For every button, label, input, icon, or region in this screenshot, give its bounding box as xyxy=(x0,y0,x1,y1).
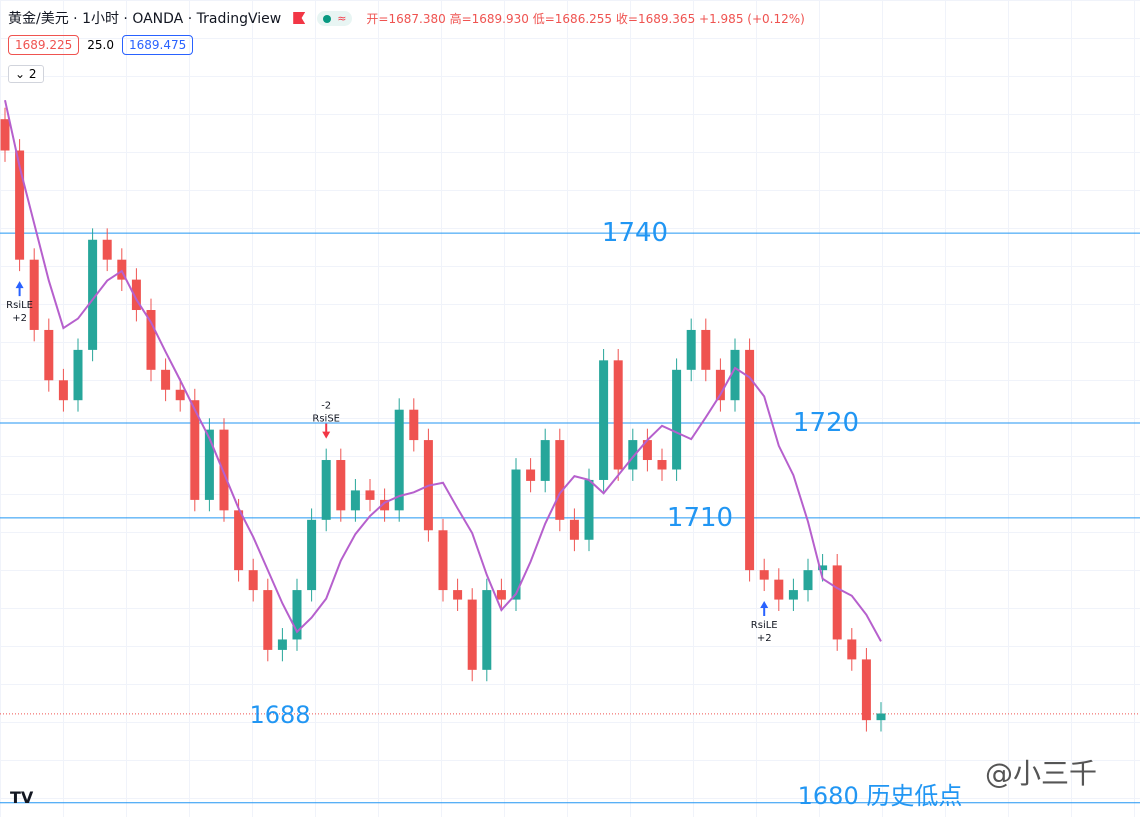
candle-body xyxy=(526,469,536,481)
open: 开=1687.380 xyxy=(366,11,446,26)
level-label: 1710 xyxy=(667,503,733,533)
candle-body xyxy=(117,259,127,280)
ohlc: 开=1687.380 高=1689.930 低=1686.255 收=1689.… xyxy=(366,10,804,27)
candle-body xyxy=(745,349,755,571)
close: 收=1689.365 xyxy=(615,11,696,26)
candle-body xyxy=(876,713,886,721)
candle-body xyxy=(540,440,550,481)
candle-body xyxy=(336,460,346,511)
candle-body xyxy=(29,259,39,330)
candle-body xyxy=(131,279,141,311)
candle-body xyxy=(292,590,302,640)
level-label: 1720 xyxy=(793,408,859,438)
level-label: 1740 xyxy=(602,218,668,248)
watermark: @小三千 xyxy=(985,757,1098,790)
candle-body xyxy=(453,590,463,600)
candle-body xyxy=(58,380,68,401)
candle-body xyxy=(832,565,842,640)
signal-arrow xyxy=(322,423,331,439)
symbol-title: 黄金/美元 · 1小时 · OANDA · TradingView xyxy=(8,11,282,27)
candle-body xyxy=(44,329,54,381)
candle-body xyxy=(219,429,229,511)
low: 低=1686.255 xyxy=(532,11,613,26)
candle-body xyxy=(161,369,171,390)
candle-body xyxy=(642,440,652,461)
candle-body xyxy=(715,369,725,401)
candle-body xyxy=(569,519,579,540)
candle-body xyxy=(657,460,667,470)
signal-qty: -2 xyxy=(321,401,331,412)
candle-body xyxy=(190,400,200,500)
candle-body xyxy=(321,460,331,520)
signal-qty: +2 xyxy=(757,633,772,644)
candle-body xyxy=(234,510,244,571)
spread: 25.0 xyxy=(87,38,114,52)
candle-body xyxy=(496,590,506,600)
candle-body xyxy=(818,565,828,571)
signal-arrow xyxy=(760,601,769,617)
logo: TV xyxy=(10,788,34,807)
ma-line xyxy=(4,99,882,642)
candle-body xyxy=(438,530,448,591)
candle-body xyxy=(365,490,375,500)
candle-body xyxy=(175,389,185,401)
candle-body xyxy=(788,590,798,600)
bid[interactable]: 1689.225 xyxy=(8,35,80,55)
candle-body xyxy=(861,659,871,721)
annotation: 1680 历史低点 xyxy=(798,782,963,810)
candle-body xyxy=(263,590,273,650)
candle-body xyxy=(803,570,813,591)
candle-body xyxy=(672,369,682,470)
change: +1.985 (+0.12%) xyxy=(699,11,805,26)
candle-body xyxy=(88,239,98,350)
candle-body xyxy=(599,360,609,480)
candle-body xyxy=(482,590,492,670)
annotation: 1688 xyxy=(249,701,310,729)
candle-body xyxy=(102,239,112,260)
header: 黄金/美元 · 1小时 · OANDA · TradingView ≈ 开=16… xyxy=(8,8,805,28)
candle-body xyxy=(467,599,477,670)
indicator-count: 2 xyxy=(28,67,37,81)
candle-body xyxy=(759,570,769,580)
signal-qty: +2 xyxy=(12,313,27,324)
candle-body xyxy=(307,519,317,591)
candle-body xyxy=(511,469,521,600)
candle-body xyxy=(73,349,83,401)
candle-body xyxy=(613,360,623,470)
candle-body xyxy=(730,349,740,401)
candle-body xyxy=(146,310,156,370)
candle-body xyxy=(628,440,638,470)
candle-body xyxy=(584,479,594,540)
status-pill[interactable]: ≈ xyxy=(317,10,353,26)
ask[interactable]: 1689.475 xyxy=(121,35,194,55)
quote-boxes: 1689.225 25.0 1689.475 xyxy=(8,35,194,55)
signal-label: RsiLE xyxy=(6,300,33,311)
indicator-toggle[interactable]: ⌄ 2 xyxy=(8,65,44,83)
signal-arrow xyxy=(15,281,24,297)
candle-body xyxy=(394,409,404,511)
candle-body xyxy=(350,490,360,511)
candle-body xyxy=(686,329,696,370)
candle-body xyxy=(555,440,565,520)
candle-body xyxy=(248,570,258,591)
signal-label: RsiSE xyxy=(312,414,340,425)
candle-body xyxy=(277,639,287,650)
flag-icon[interactable] xyxy=(293,12,306,24)
candle-body xyxy=(0,119,10,151)
candle-body xyxy=(701,329,711,370)
candle-body xyxy=(380,499,390,511)
high: 高=1689.930 xyxy=(449,11,529,26)
candle-body xyxy=(204,429,214,500)
candle-body xyxy=(15,150,25,260)
candle-body xyxy=(774,579,784,600)
signal-label: RsiLE xyxy=(751,620,778,631)
candle-body xyxy=(847,639,857,660)
candle-body xyxy=(409,409,419,441)
